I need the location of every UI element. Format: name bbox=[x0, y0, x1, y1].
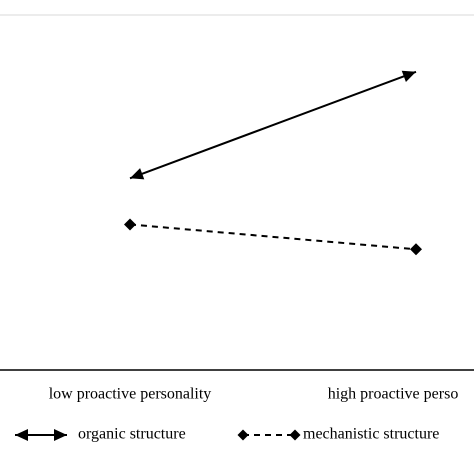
arrow-marker bbox=[130, 168, 145, 180]
diamond-marker bbox=[124, 218, 136, 231]
diamond-marker bbox=[410, 243, 422, 256]
legend-marker bbox=[15, 429, 28, 441]
legend-label: organic structure bbox=[78, 426, 186, 443]
legend-marker bbox=[237, 429, 249, 441]
legend-marker bbox=[54, 429, 67, 441]
x-tick-label: high proactive perso bbox=[328, 386, 459, 403]
series-line bbox=[129, 70, 417, 180]
legend-label: mechanistic structure bbox=[303, 426, 439, 443]
plot-frame bbox=[0, 14, 474, 371]
arrow-marker bbox=[401, 70, 416, 82]
series-line bbox=[129, 223, 417, 251]
legend-marker bbox=[289, 429, 301, 441]
x-tick-label: low proactive personality bbox=[49, 386, 212, 403]
